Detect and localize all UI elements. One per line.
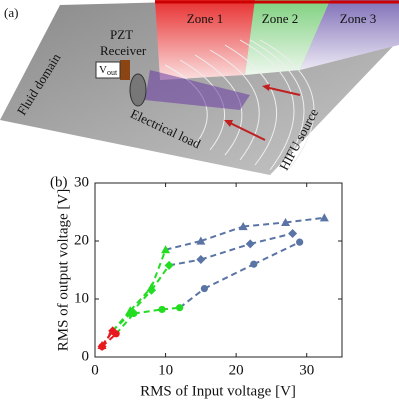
series-segment — [133, 308, 163, 315]
marker — [245, 239, 255, 249]
vout-box — [95, 61, 121, 79]
marker — [161, 245, 171, 254]
marker — [288, 228, 298, 238]
y-axis-label: RMS of output voltage [V] — [55, 189, 71, 352]
label: Zone 2 — [262, 11, 298, 26]
illustration: (a) PZT Receiver Vout Fluid domain Elect… — [0, 0, 399, 175]
x-axis-label: RMS of Input voltage [V] — [140, 383, 296, 399]
marker — [146, 285, 156, 295]
plot-frame — [94, 182, 343, 358]
load — [129, 73, 147, 107]
series-segment — [129, 286, 153, 312]
series-segment — [200, 242, 251, 261]
marker — [250, 260, 258, 268]
y-tick-label: 10 — [74, 290, 89, 306]
series-segment — [285, 216, 325, 224]
marker — [130, 309, 138, 318]
marker — [196, 255, 206, 265]
series-segment — [150, 249, 167, 288]
x-tick-label: 30 — [299, 362, 314, 378]
zone-3-fill — [300, 0, 399, 70]
label: Receiver — [100, 43, 147, 58]
series-segment — [243, 221, 286, 228]
x-tick-label: 20 — [229, 362, 244, 378]
series-segment — [253, 241, 301, 266]
arrow — [227, 121, 266, 141]
y-tick-label: 30 — [74, 174, 89, 190]
series-segment — [203, 263, 255, 290]
series-segment — [111, 312, 131, 332]
arrow-head — [262, 84, 270, 91]
arrow-head — [224, 120, 233, 127]
label: Vout — [99, 64, 118, 77]
arrow — [264, 86, 301, 96]
series-segment — [250, 232, 293, 245]
series-segment — [115, 312, 135, 335]
series-segment — [165, 240, 202, 251]
marker — [164, 260, 174, 270]
panel-label: (a) — [4, 5, 18, 20]
marker — [296, 238, 304, 246]
marker — [158, 305, 166, 314]
series-segment — [179, 287, 205, 309]
marker — [238, 222, 248, 231]
series-segment — [200, 225, 244, 242]
marker — [319, 213, 329, 222]
x-tick-label: 0 — [91, 362, 99, 378]
y-tick-label: 0 — [82, 348, 90, 364]
marker — [281, 217, 291, 227]
label: Zone 1 — [187, 11, 223, 26]
zone-2-fill — [245, 0, 330, 75]
panel-label: (b) — [50, 174, 68, 190]
label: out — [107, 68, 118, 77]
label: V — [99, 64, 107, 76]
series-segment — [129, 289, 153, 315]
label: Zone 3 — [340, 11, 376, 26]
y-tick-label: 20 — [74, 232, 89, 248]
marker — [196, 236, 206, 245]
chart: (b) RMS of Input voltage [V] RMS of outp… — [50, 174, 343, 399]
beam — [145, 70, 250, 110]
marker — [176, 304, 184, 312]
series-segment — [150, 264, 170, 291]
label: PZT — [110, 27, 133, 42]
marker — [112, 330, 120, 338]
marker — [98, 342, 106, 351]
series-segment — [168, 258, 202, 267]
pzt — [120, 60, 130, 80]
x-tick-label: 10 — [158, 362, 173, 378]
marker — [200, 284, 208, 293]
